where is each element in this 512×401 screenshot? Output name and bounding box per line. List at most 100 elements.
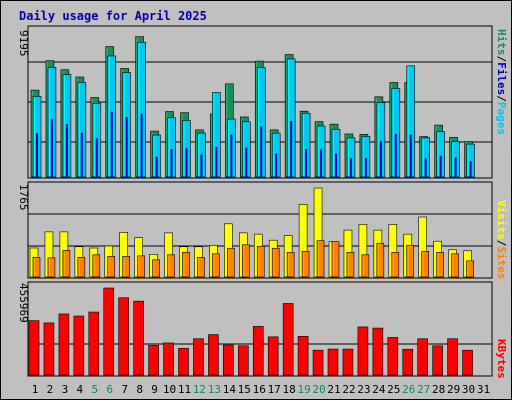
bar-kbytes [88, 311, 100, 376]
bar-kbytes [357, 326, 369, 376]
bar-sites [47, 257, 56, 278]
bar-files [65, 124, 68, 177]
bar-files [140, 113, 143, 177]
day-label: 15 [238, 383, 251, 396]
bar-files [36, 133, 38, 177]
day-label: 27 [417, 383, 430, 396]
bar-sites [167, 254, 175, 278]
day-label: 17 [268, 383, 281, 396]
day-label: 20 [312, 383, 325, 396]
legend-part: Files [495, 62, 508, 95]
bar-files [439, 155, 442, 177]
legend-part: Pages [495, 102, 508, 135]
bar-files [95, 138, 98, 177]
panel-border [27, 181, 493, 279]
bar-sites [242, 244, 250, 278]
day-label: 12 [193, 383, 206, 396]
day-label: 28 [432, 383, 445, 396]
bar-sites [271, 247, 280, 278]
day-label: 29 [447, 383, 460, 396]
bar-files [409, 134, 412, 177]
bar-kbytes [432, 345, 443, 376]
bar-kbytes [342, 348, 354, 376]
bar-kbytes [447, 338, 458, 376]
bar-files [335, 153, 337, 177]
bar-files [230, 134, 233, 177]
bar-files [394, 133, 397, 177]
panel-kbytes [27, 281, 493, 377]
top-legend: Hits/Files/Pages [495, 29, 508, 135]
bar-files [215, 146, 218, 177]
bar-files [275, 153, 278, 177]
bar-kbytes [148, 345, 159, 376]
bar-files [155, 156, 158, 177]
day-label: 26 [402, 383, 415, 396]
bar-files [245, 147, 248, 177]
day-label: 31 [477, 383, 490, 396]
day-label: 11 [178, 383, 191, 396]
bar-sites [122, 256, 130, 278]
bar-files [379, 141, 382, 177]
day-label: 10 [163, 383, 176, 396]
bar-files [305, 148, 308, 177]
day-label: 30 [462, 383, 475, 396]
day-label: 8 [136, 383, 143, 396]
bar-files [349, 158, 352, 177]
bar-sites [451, 253, 459, 278]
bar-kbytes [462, 349, 473, 376]
bar-files [320, 149, 323, 177]
legend-part: Hits [495, 29, 508, 56]
bot-axis-max: 455969 [17, 283, 30, 323]
day-label: 6 [106, 383, 113, 396]
bar-files [125, 117, 128, 177]
bar-files [50, 119, 53, 177]
day-label: 13 [208, 383, 221, 396]
bar-sites [227, 247, 235, 278]
top-axis-max: 9195 [17, 30, 30, 57]
bar-kbytes [402, 348, 414, 376]
bar-kbytes [387, 337, 399, 376]
day-label: 21 [327, 383, 340, 396]
bar-files [200, 154, 203, 177]
bar-files [469, 161, 472, 177]
legend-part: Visits [495, 200, 508, 240]
bar-kbytes [327, 348, 339, 376]
chart-title: Daily usage for April 2025 [19, 9, 207, 23]
x-axis-day-labels: 1 2 3 4 5 6 7 8 9 10 11 12 13 14 15 16 17 18 19 20 21 22 23 24 2… [32, 383, 490, 396]
bar-sites [107, 256, 116, 278]
bar-kbytes [133, 300, 144, 376]
bar-kbytes [297, 335, 309, 376]
legend-part: / [495, 56, 508, 63]
bar-files [110, 111, 113, 177]
bar-sites [301, 250, 310, 278]
bar-kbytes [238, 345, 249, 376]
bar-files [170, 149, 173, 177]
bar-kbytes [417, 338, 429, 376]
bar-kbytes [208, 334, 219, 376]
day-label: 19 [297, 383, 310, 396]
day-label: 14 [223, 383, 237, 396]
bar-sites [421, 250, 430, 278]
bar-kbytes [43, 322, 55, 376]
bar-files [454, 157, 457, 177]
day-label: 25 [387, 383, 400, 396]
bar-kbytes [118, 297, 129, 376]
bar-sites [197, 257, 205, 278]
bar-sites [331, 241, 340, 278]
bar-sites [62, 249, 71, 278]
day-label: 5 [91, 383, 98, 396]
bar-files [185, 148, 188, 177]
day-label: 9 [151, 383, 158, 396]
bar-files [290, 120, 293, 177]
legend-part: Sites [495, 246, 508, 279]
bar-kbytes [103, 287, 115, 376]
bar-kbytes [312, 349, 324, 376]
bar-sites [406, 244, 415, 278]
bar-sites [361, 254, 370, 278]
bar-sites [466, 260, 474, 278]
bot-legend: KBytes [495, 339, 508, 379]
bar-sites [436, 251, 444, 278]
